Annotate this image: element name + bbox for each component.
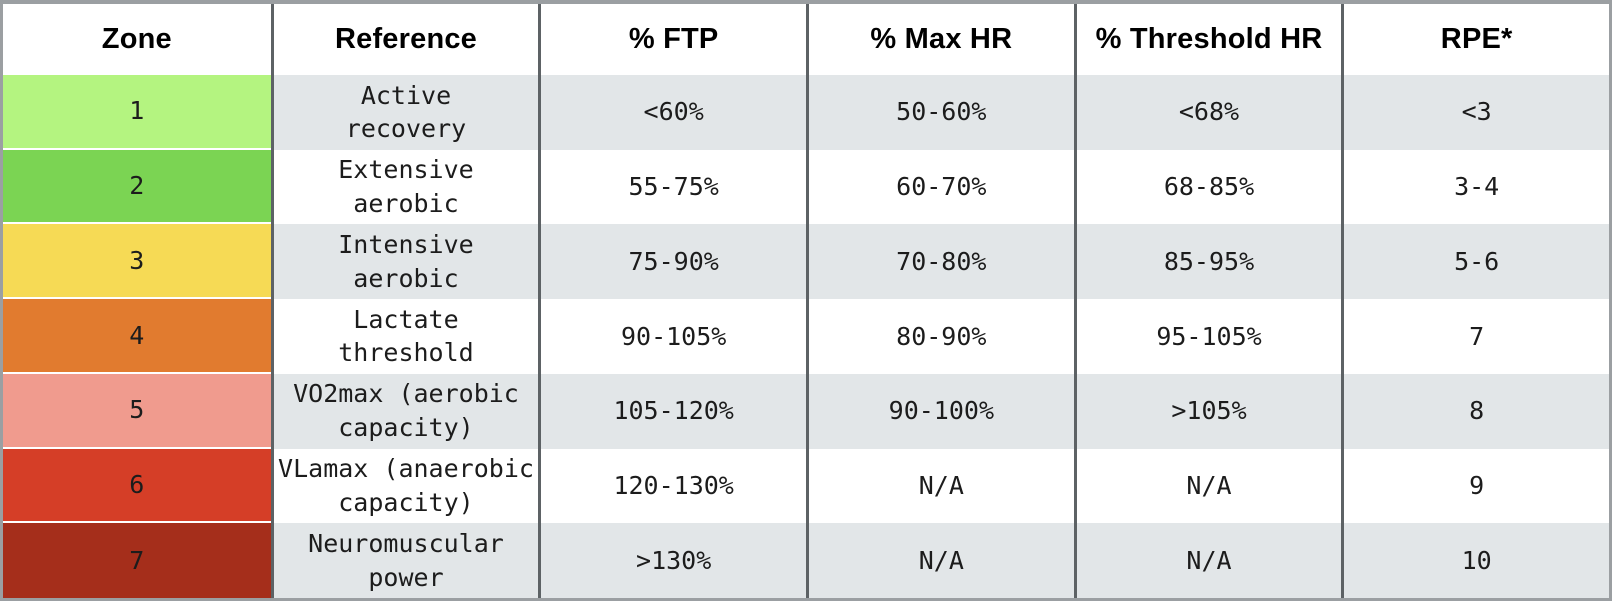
zone-number-cell: 1: [3, 75, 271, 150]
reference-cell: VLamax (anaerobic capacity): [270, 448, 539, 524]
reference-cell: Neuromuscular power: [270, 523, 539, 598]
threshold-hr-cell: 68-85%: [1073, 149, 1342, 225]
column-header-threshold-hr: % Threshold HR: [1073, 4, 1342, 75]
reference-cell: Intensive aerobic: [270, 224, 539, 300]
column-header-ftp: % FTP: [538, 4, 806, 75]
max-hr-cell: 90-100%: [805, 373, 1074, 449]
threshold-hr-cell: 85-95%: [1073, 224, 1342, 300]
rpe-cell: <3: [1341, 75, 1609, 150]
ftp-cell: 105-120%: [538, 373, 806, 449]
zones-grid: Zone Reference % FTP % Max HR % Threshol…: [3, 4, 1609, 598]
threshold-hr-cell: <68%: [1073, 75, 1342, 150]
rpe-cell: 3-4: [1341, 149, 1609, 225]
max-hr-cell: N/A: [805, 448, 1074, 524]
zone-number-cell: 4: [3, 299, 271, 374]
training-zones-table: Zone Reference % FTP % Max HR % Threshol…: [0, 0, 1612, 601]
reference-cell: Lactate threshold: [270, 299, 539, 374]
zone-number-cell: 6: [3, 448, 271, 524]
threshold-hr-cell: 95-105%: [1073, 299, 1342, 374]
max-hr-cell: N/A: [805, 523, 1074, 598]
max-hr-cell: 50-60%: [805, 75, 1074, 150]
column-header-reference: Reference: [270, 4, 539, 75]
zone-number-cell: 5: [3, 373, 271, 449]
rpe-cell: 7: [1341, 299, 1609, 374]
max-hr-cell: 70-80%: [805, 224, 1074, 300]
column-header-max-hr: % Max HR: [805, 4, 1074, 75]
reference-cell: Extensive aerobic: [270, 149, 539, 225]
rpe-cell: 9: [1341, 448, 1609, 524]
zone-number-cell: 3: [3, 224, 271, 300]
reference-cell: VO2max (aerobic capacity): [270, 373, 539, 449]
threshold-hr-cell: N/A: [1073, 448, 1342, 524]
ftp-cell: 55-75%: [538, 149, 806, 225]
max-hr-cell: 80-90%: [805, 299, 1074, 374]
reference-cell: Active recovery: [270, 75, 539, 150]
rpe-cell: 8: [1341, 373, 1609, 449]
ftp-cell: 75-90%: [538, 224, 806, 300]
ftp-cell: <60%: [538, 75, 806, 150]
column-header-zone: Zone: [3, 4, 271, 75]
ftp-cell: 120-130%: [538, 448, 806, 524]
threshold-hr-cell: N/A: [1073, 523, 1342, 598]
ftp-cell: >130%: [538, 523, 806, 598]
zone-number-cell: 7: [3, 523, 271, 598]
rpe-cell: 5-6: [1341, 224, 1609, 300]
ftp-cell: 90-105%: [538, 299, 806, 374]
max-hr-cell: 60-70%: [805, 149, 1074, 225]
zone-number-cell: 2: [3, 149, 271, 225]
threshold-hr-cell: >105%: [1073, 373, 1342, 449]
rpe-cell: 10: [1341, 523, 1609, 598]
column-header-rpe: RPE*: [1341, 4, 1609, 75]
